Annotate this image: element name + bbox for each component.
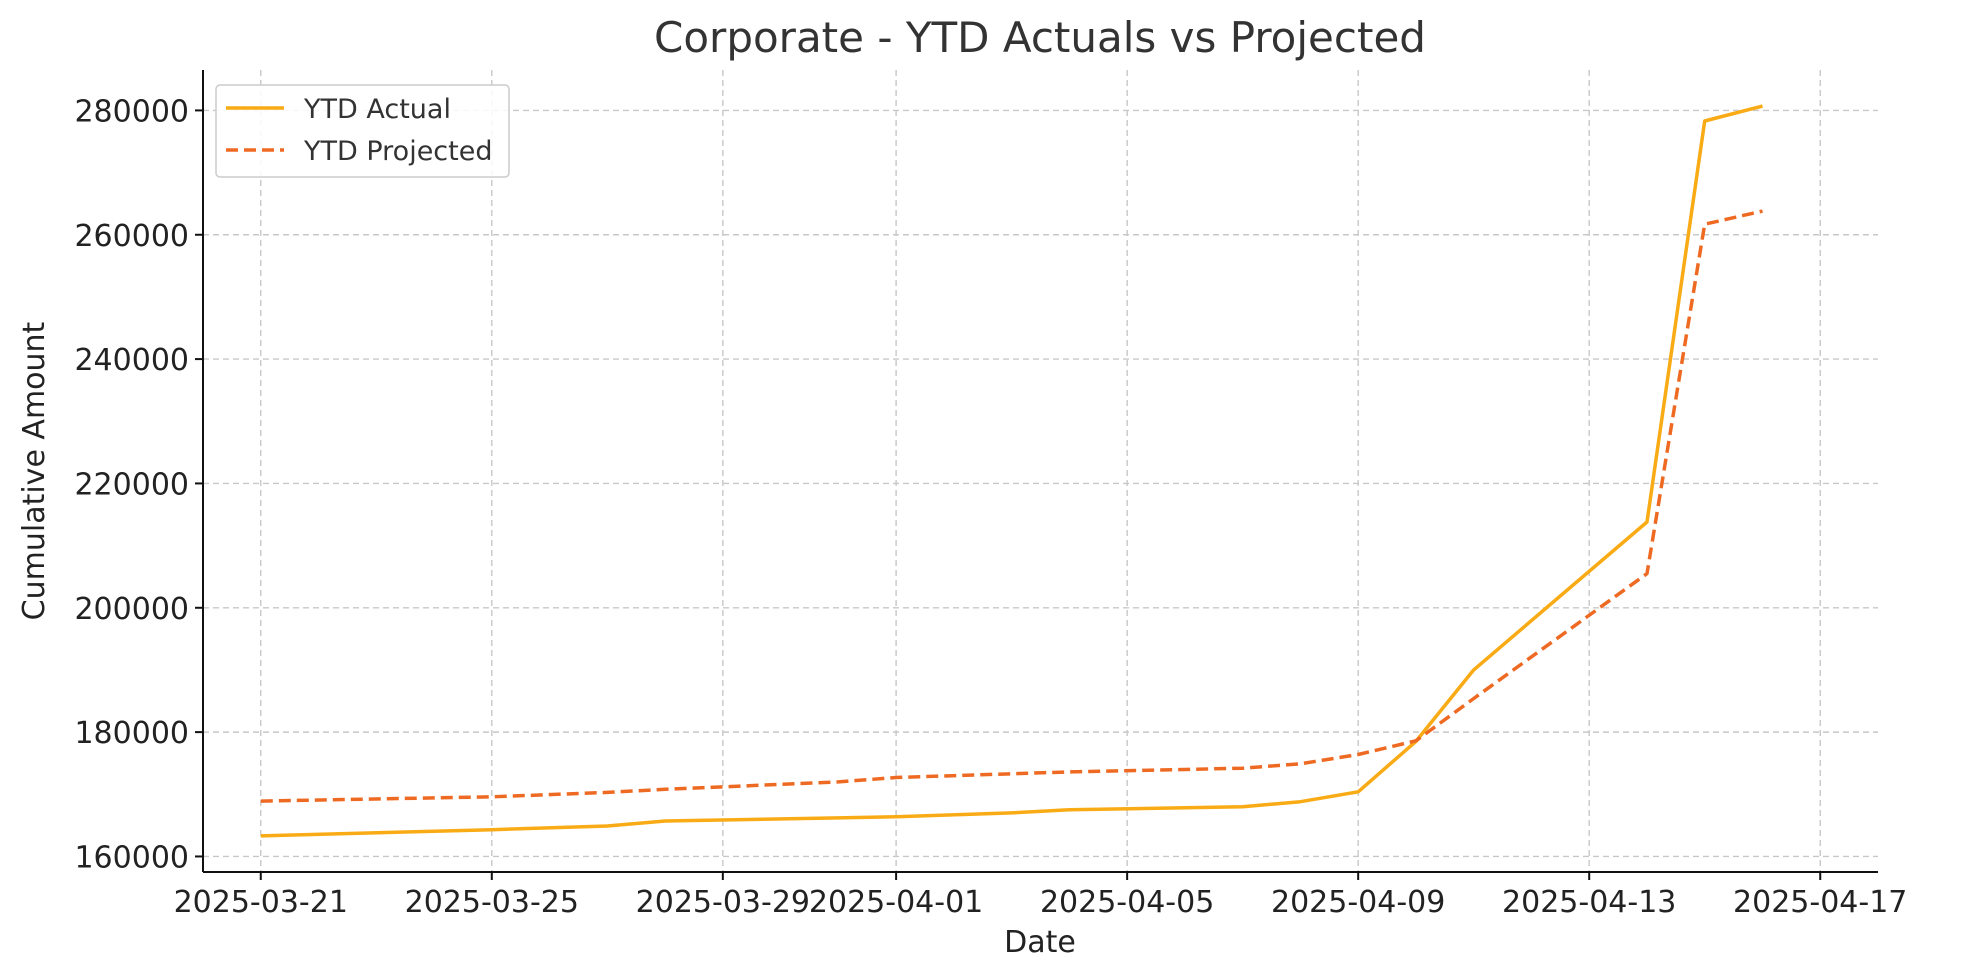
x-tick-label: 2025-04-09 <box>1271 885 1445 920</box>
x-axis-label: Date <box>1004 925 1076 960</box>
legend-label-ytd-actual: YTD Actual <box>303 94 451 125</box>
legend-label-ytd-projected: YTD Projected <box>303 136 493 167</box>
x-tick-label: 2025-04-13 <box>1502 885 1676 920</box>
x-tick-label: 2025-04-01 <box>809 885 983 920</box>
chart-title: Corporate - YTD Actuals vs Projected <box>654 13 1426 62</box>
y-tick-label: 200000 <box>74 592 189 627</box>
x-tick-label: 2025-03-25 <box>405 885 579 920</box>
series-line-ytd-projected <box>260 209 1763 803</box>
y-tick-label: 180000 <box>74 716 189 751</box>
x-tick-label: 2025-04-05 <box>1040 885 1214 920</box>
legend-box <box>215 84 510 178</box>
axes <box>202 70 1878 873</box>
x-tick-label: 2025-04-17 <box>1733 885 1907 920</box>
x-tick-label: 2025-03-29 <box>636 885 810 920</box>
y-tick-label: 240000 <box>74 343 189 378</box>
ticks: 2025-03-21 2025-03-25 2025-03-292025-04-01… <box>74 94 1907 920</box>
y-tick-label: 220000 <box>74 467 189 502</box>
series-line-ytd-actual <box>260 104 1763 838</box>
y-tick-label: 160000 <box>74 840 189 875</box>
grid-lines <box>203 70 1878 872</box>
y-tick-label: 280000 <box>74 94 189 129</box>
x-tick-label: 2025-03-21 <box>174 885 348 920</box>
y-axis-label: Cumulative Amount <box>17 321 52 620</box>
series-lines <box>260 104 1763 838</box>
legend: YTD Actual YTD Projected <box>215 84 510 178</box>
y-tick-label: 260000 <box>74 219 189 254</box>
